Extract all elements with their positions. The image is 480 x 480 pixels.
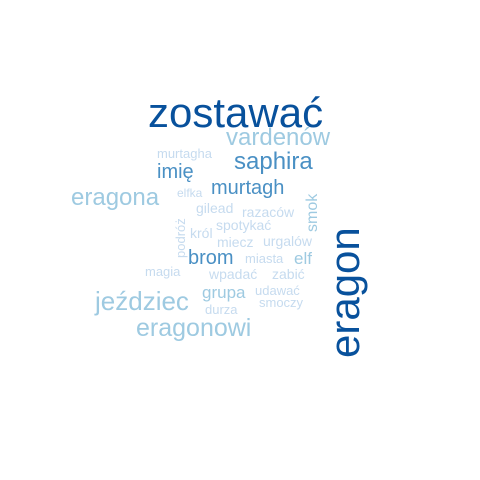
word-elfka: elfka <box>177 186 203 200</box>
word-jezdziec: jeździec <box>95 286 189 316</box>
word-smoczy: smoczy <box>259 295 304 310</box>
word-gilead: gilead <box>196 200 234 216</box>
word-saphira: saphira <box>234 148 313 175</box>
word-zostawac: zostawać <box>148 89 324 136</box>
word-eragonowi: eragonowi <box>136 314 252 342</box>
word-grupa: grupa <box>202 283 246 302</box>
word-wpadac: wpadać <box>209 266 258 282</box>
word-udawac: udawać <box>255 283 300 298</box>
word-murtagh: murtagh <box>211 177 285 199</box>
word-brom: brom <box>188 247 234 269</box>
word-spotykac: spotykać <box>216 217 272 233</box>
word-durza: durza <box>205 302 238 317</box>
word-eragon: eragon <box>321 227 368 358</box>
word-razacow: razaców <box>242 204 295 220</box>
word-smok: smok <box>304 193 321 232</box>
word-urgalow: urgalów <box>263 233 313 249</box>
word-krol: król <box>190 225 213 241</box>
word-vardenow: vardenów <box>226 124 331 151</box>
word-murtagha: murtagha <box>157 146 212 161</box>
word-podroz: podróż <box>173 218 188 258</box>
word-imie: imię <box>157 161 194 183</box>
word-magia: magia <box>145 264 181 279</box>
word-eragona: eragona <box>71 184 160 211</box>
word-miasta: miasta <box>245 251 284 266</box>
word-elf: elf <box>294 249 312 268</box>
word-miecz: miecz <box>217 234 254 250</box>
word-zabic: zabić <box>272 266 305 282</box>
